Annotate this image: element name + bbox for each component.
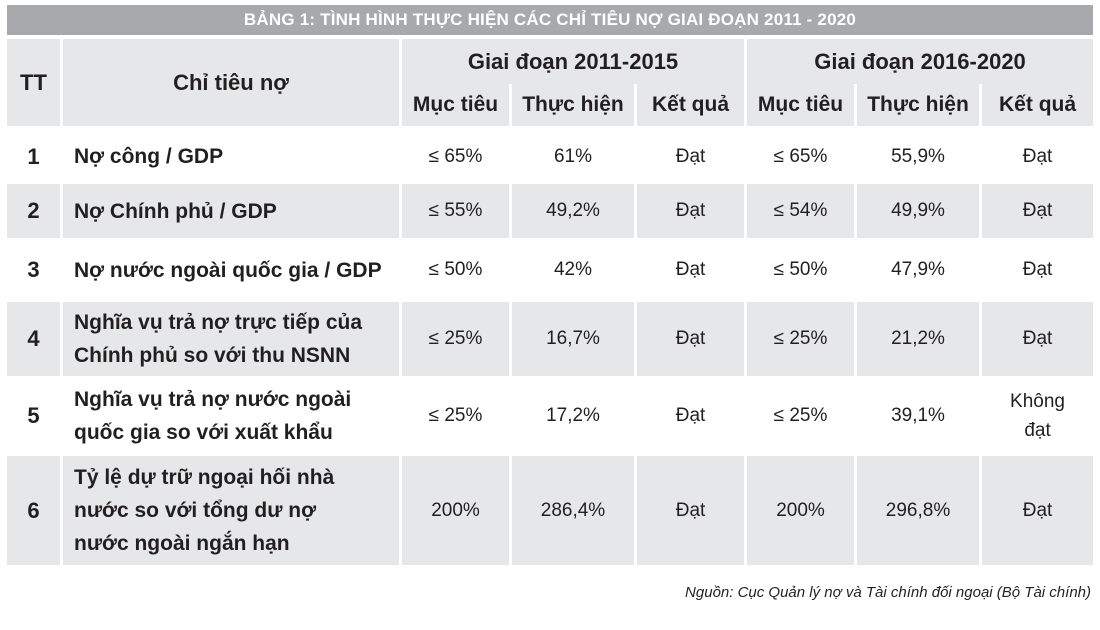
- actual-cell: 21,2%: [854, 302, 980, 376]
- result-cell: Đạt: [634, 456, 745, 565]
- row-number: 6: [7, 456, 60, 565]
- indicator-name: Nghĩa vụ trả nợ trực tiếp của Chính phủ s…: [60, 302, 399, 376]
- actual-cell: 16,7%: [509, 302, 634, 376]
- target-cell: 200%: [744, 456, 855, 565]
- header-row-2: Mục tiêu Thực hiện Kết quả Mục tiêu Thực…: [7, 84, 1094, 129]
- result-cell: Đạt: [634, 238, 744, 302]
- table-row: 6 Tỷ lệ dự trữ ngoại hối nhà nước so với …: [7, 456, 1094, 565]
- target-cell: ≤ 65%: [744, 129, 854, 184]
- actual-cell: 47,9%: [854, 238, 979, 302]
- actual-cell: 61%: [509, 129, 634, 184]
- target-cell: ≤ 65%: [399, 129, 509, 184]
- target-cell: ≤ 50%: [744, 238, 854, 302]
- indicator-name-line: Nghĩa vụ trả nợ nước ngoài: [74, 388, 352, 411]
- result-cell: Đạt: [634, 302, 745, 376]
- actual-cell: 49,9%: [854, 184, 980, 238]
- indicator-name-line: quốc gia so với xuất khẩu: [74, 421, 333, 444]
- actual-cell: 296,8%: [854, 456, 980, 565]
- header-indicator: Chỉ tiêu nợ: [60, 39, 399, 129]
- result-cell: Đạt: [979, 238, 1093, 302]
- header-target: Mục tiêu: [399, 84, 509, 129]
- table-title: BẢNG 1: TÌNH HÌNH THỰC HIỆN CÁC CHỈ TIÊU…: [7, 5, 1093, 35]
- table-row: 1 Nợ công / GDP ≤ 65% 61% Đạt ≤ 65% 55,9…: [7, 129, 1093, 184]
- indicator-name: Nợ nước ngoài quốc gia / GDP: [60, 238, 399, 302]
- result-cell: Đạt: [634, 376, 744, 456]
- result-cell: Đạt: [979, 456, 1094, 565]
- header-row-1: TT Chỉ tiêu nợ Giai đoạn 2011-2015 Giai …: [7, 39, 1094, 129]
- row-number: 5: [27, 403, 40, 428]
- target-cell: ≤ 25%: [399, 302, 509, 376]
- indicator-name-line: Tỷ lệ dự trữ ngoại hối nhà: [74, 466, 335, 489]
- target-cell: 200%: [399, 456, 509, 565]
- row-number: 1: [27, 143, 40, 169]
- source-note: Nguồn: Cục Quản lý nợ và Tài chính đối n…: [685, 584, 1091, 601]
- table-row: 4 Nghĩa vụ trả nợ trực tiếp của Chính phủ…: [7, 302, 1094, 376]
- table-row: 3 Nợ nước ngoài quốc gia / GDP ≤ 50% 42%…: [7, 238, 1093, 302]
- target-cell: ≤ 25%: [399, 376, 509, 456]
- header-period-2011-2015: Giai đoạn 2011-2015: [399, 39, 745, 84]
- target-cell: ≤ 25%: [744, 302, 855, 376]
- result-cell: Đạt: [979, 129, 1093, 184]
- result-cell: Đạt: [634, 184, 745, 238]
- table-row: 5 Nghĩa vụ trả nợ nước ngoài quốc gia so …: [7, 376, 1093, 456]
- indicator-name: Nghĩa vụ trả nợ nước ngoài quốc gia so vớ…: [60, 376, 399, 456]
- target-cell: ≤ 55%: [399, 184, 509, 238]
- result-cell: Đạt: [979, 302, 1094, 376]
- header-actual: Thực hiện: [509, 84, 634, 129]
- result-cell: Đạt: [634, 129, 744, 184]
- actual-cell: 42%: [509, 238, 634, 302]
- actual-cell: 49,2%: [509, 184, 634, 238]
- row-number: 3: [27, 257, 40, 282]
- result-line: Không: [1010, 391, 1065, 412]
- indicator-name-line: Chính phủ so với thu NSNN: [74, 344, 351, 367]
- header-result: Kết quả: [634, 84, 745, 129]
- header-result: Kết quả: [979, 84, 1094, 129]
- target-cell: ≤ 25%: [744, 376, 854, 456]
- indicator-name: Nợ công / GDP: [60, 129, 399, 184]
- target-cell: ≤ 54%: [744, 184, 855, 238]
- actual-cell: 17,2%: [509, 376, 634, 456]
- table-row: 2 Nợ Chính phủ / GDP ≤ 55% 49,2% Đạt ≤ 5…: [7, 184, 1094, 238]
- result-cell: Không đạt: [979, 376, 1093, 456]
- indicator-name-line: nước so với tổng dư nợ: [74, 499, 317, 522]
- indicator-name: Nợ Chính phủ / GDP: [60, 184, 399, 238]
- actual-cell: 55,9%: [854, 129, 979, 184]
- actual-cell: 286,4%: [509, 456, 634, 565]
- row-number: 4: [7, 302, 60, 376]
- debt-indicators-table: TT Chỉ tiêu nợ Giai đoạn 2011-2015 Giai …: [7, 39, 1094, 565]
- header-actual: Thực hiện: [854, 84, 980, 129]
- header-target: Mục tiêu: [744, 84, 855, 129]
- actual-cell: 39,1%: [854, 376, 979, 456]
- result-line: đạt: [1024, 420, 1051, 441]
- indicator-name-line: nước ngoài ngắn hạn: [74, 532, 290, 555]
- indicator-name-line: Nghĩa vụ trả nợ trực tiếp của: [74, 311, 363, 334]
- table-container: BẢNG 1: TÌNH HÌNH THỰC HIỆN CÁC CHỈ TIÊU…: [7, 5, 1094, 565]
- header-tt: TT: [7, 39, 60, 129]
- row-number: 2: [7, 184, 60, 238]
- result-cell: Đạt: [979, 184, 1094, 238]
- indicator-name: Tỷ lệ dự trữ ngoại hối nhà nước so với tổ…: [60, 456, 399, 565]
- target-cell: ≤ 50%: [399, 238, 509, 302]
- header-period-2016-2020: Giai đoạn 2016-2020: [744, 39, 1094, 84]
